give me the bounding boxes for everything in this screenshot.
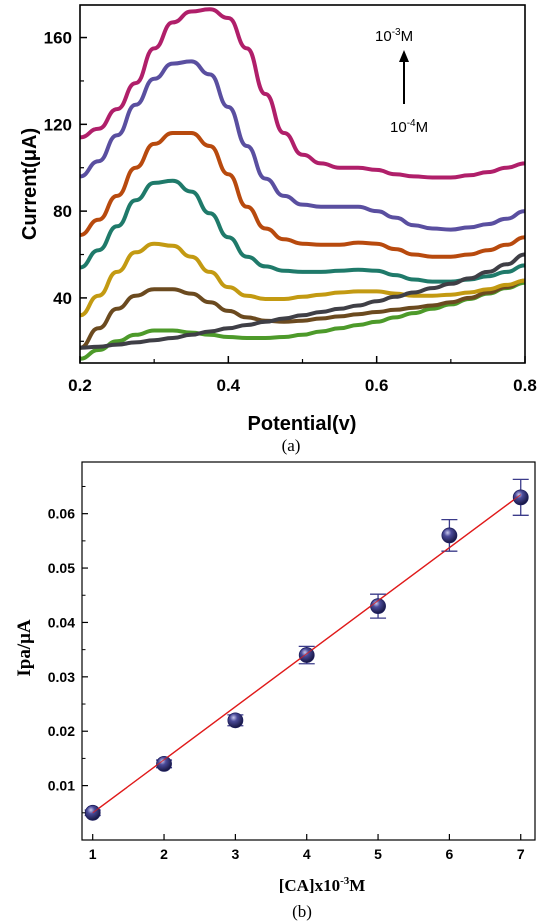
x-tick-label: 0.2	[68, 376, 92, 395]
series-line-3	[80, 241, 525, 318]
concentration-annotation: 10-3M 10-4M	[375, 27, 428, 136]
data-point	[156, 755, 172, 772]
fit-line-overlay	[92, 494, 522, 814]
x-tick-label: 4	[303, 846, 311, 862]
series-line-2	[80, 278, 525, 350]
panel-b-x-axis-label: [CA]x10-3M	[279, 875, 366, 895]
series-line-8	[80, 252, 525, 350]
panel-a-series-group	[80, 7, 525, 361]
arrow-up-icon	[399, 50, 409, 62]
panel-b-frame	[81, 461, 536, 841]
panel-a-voltammogram: 0.2 0.4 0.6 0.8 40 80 120 160 Potential(v) Curr…	[19, 4, 537, 455]
x-tick-label: 0.8	[513, 376, 537, 395]
y-tick-label: 0.05	[48, 560, 75, 576]
data-point	[227, 712, 244, 729]
series-line-1	[80, 280, 525, 361]
y-tick-label: 40	[53, 289, 72, 308]
panel-b-caption: (b)	[292, 902, 312, 921]
x-tick-label: 7	[517, 846, 525, 862]
panel-b-plot-area	[84, 478, 529, 821]
panel-b-ticks: 1 2 3 4 5 6 7 0.01 0.02 0.03 0.04 0.05 0.06	[48, 485, 525, 862]
y-tick-label: 0.02	[48, 723, 75, 739]
panel-a-x-axis-label: Potential(v)	[248, 413, 357, 435]
panel-a-caption: (a)	[282, 436, 301, 455]
y-tick-label: 0.06	[48, 506, 75, 522]
x-tick-label: 1	[89, 846, 97, 862]
x-tick-label: 0.4	[217, 376, 241, 395]
data-point	[441, 527, 458, 544]
panel-b-y-axis-label: Ipa/μA	[14, 619, 35, 677]
x-tick-label: 6	[445, 846, 453, 862]
series-line-7	[80, 7, 525, 180]
panel-a-y-axis-label: Current(μA)	[19, 128, 41, 240]
annotation-bottom-label: 10-4M	[390, 118, 428, 136]
y-tick-label: 160	[44, 29, 72, 48]
x-tick-label: 5	[374, 846, 382, 862]
panel-a-plot-area	[80, 7, 525, 361]
panel-a-ticks: 0.2 0.4 0.6 0.8 40 80 120 160	[44, 29, 537, 395]
series-line-6	[80, 59, 525, 232]
y-tick-label: 0.04	[48, 614, 75, 630]
x-tick-label: 3	[231, 846, 239, 862]
x-tick-label: 2	[160, 846, 168, 862]
y-tick-label: 0.01	[48, 778, 75, 794]
y-tick-label: 80	[53, 202, 72, 221]
series-line-5	[80, 131, 525, 259]
data-point	[512, 489, 529, 506]
panel-b-calibration: 1 2 3 4 5 6 7 0.01 0.02 0.03 0.04 0.05 0.06 Ipa/μA […	[14, 461, 536, 921]
y-tick-label: 120	[44, 115, 72, 134]
x-tick-label: 0.6	[365, 376, 389, 395]
series-line-4	[80, 178, 525, 284]
annotation-top-label: 10-3M	[375, 27, 413, 45]
y-tick-label: 0.03	[48, 669, 75, 685]
